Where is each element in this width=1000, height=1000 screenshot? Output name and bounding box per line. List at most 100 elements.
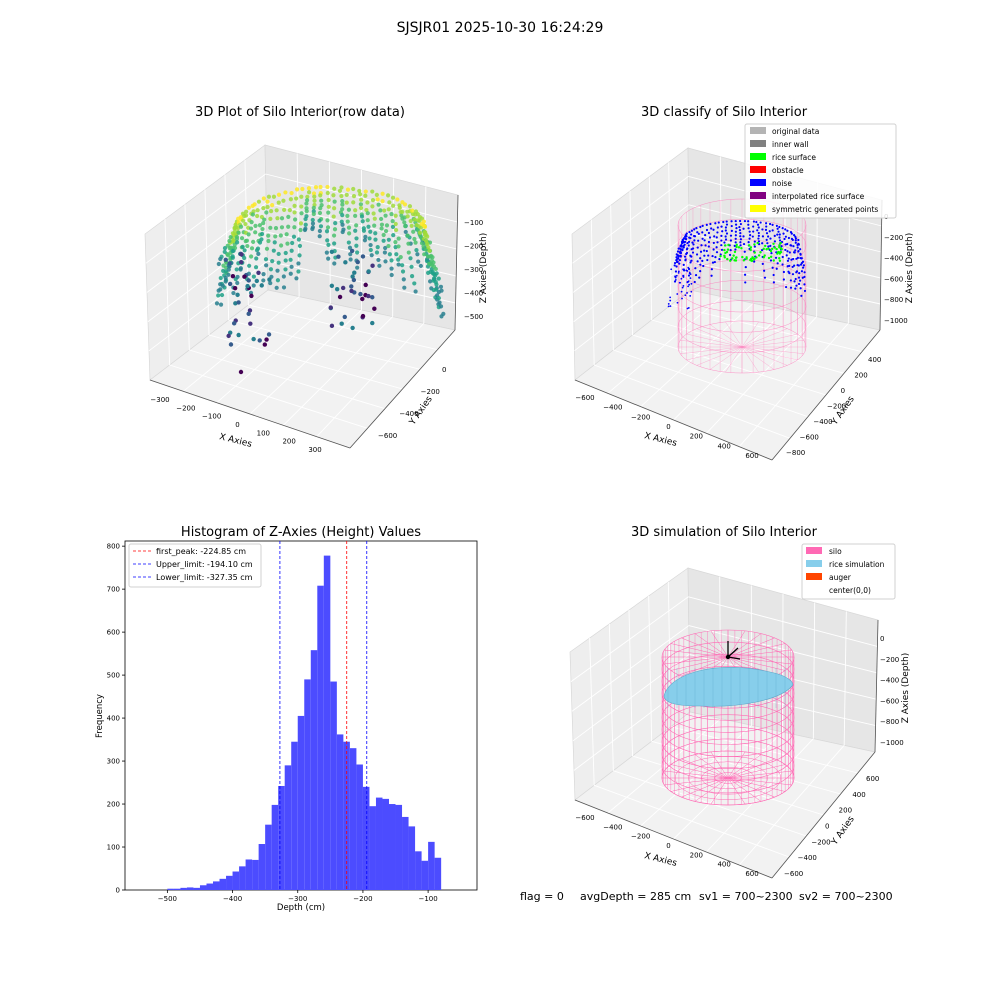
raw-data-point — [244, 238, 250, 243]
raw-data-point — [251, 283, 256, 288]
raw-data-point — [246, 205, 251, 210]
raw-data-point — [216, 293, 221, 298]
noise-point — [682, 276, 685, 278]
raw-data-point — [300, 186, 305, 192]
raw-data-point — [351, 194, 357, 199]
noise-point — [724, 235, 727, 238]
raw-data-point — [289, 264, 294, 269]
noise-point — [685, 235, 688, 238]
silo-top-spoke — [727, 643, 786, 658]
status-sv2: sv2 = 700~2300 — [799, 890, 893, 903]
y-tick-label: 500 — [107, 672, 120, 680]
raw-data-point — [235, 240, 240, 245]
simulation-z-tick-label: −600 — [880, 697, 899, 705]
raw-data-point — [436, 296, 441, 301]
raw-data-point — [297, 243, 303, 249]
raw-data-point — [421, 219, 426, 224]
raw-data-point — [363, 193, 368, 198]
noise-point — [679, 281, 682, 284]
noise-point — [717, 221, 720, 224]
noise-point — [787, 236, 791, 240]
histogram-bar — [428, 841, 435, 890]
raw-plot-x-ticks: −300 −200 −100 0 100 200 300 — [150, 396, 321, 454]
noise-point — [710, 227, 713, 230]
noise-point — [707, 231, 711, 235]
grid-line — [812, 602, 816, 739]
raw-data-point — [289, 190, 294, 196]
rice-surface-point — [741, 255, 744, 259]
raw-data-point — [318, 205, 323, 211]
noise-point — [704, 244, 707, 247]
simulation-z-tick-label: 0 — [880, 635, 884, 643]
noise-point — [710, 274, 713, 277]
noise-point — [669, 299, 672, 302]
raw-data-point — [268, 280, 273, 286]
noise-point — [802, 264, 805, 267]
noise-point — [682, 246, 685, 249]
silo-top-spoke — [670, 643, 729, 658]
noise-point — [703, 249, 706, 252]
noise-point — [701, 224, 704, 227]
noise-point — [682, 263, 685, 267]
grid-line — [216, 302, 331, 404]
legend-swatch — [750, 153, 766, 160]
noise-point — [680, 277, 683, 280]
noise-point — [771, 266, 774, 269]
raw-data-point — [317, 210, 323, 216]
noise-point — [734, 234, 737, 237]
noise-point — [683, 268, 685, 271]
histogram-bar — [265, 824, 272, 890]
histogram-bar — [173, 888, 181, 890]
raw-data-point — [242, 255, 247, 261]
raw-data-point — [380, 191, 385, 196]
noise-point — [753, 240, 756, 243]
raw-data-point — [347, 245, 353, 250]
noise-point — [776, 227, 779, 230]
silo-top-spoke — [670, 656, 729, 671]
legend-entry: symmetric generated points — [772, 205, 878, 214]
simulation-y-tick-label: −600 — [784, 870, 803, 878]
raw-data-point — [346, 240, 351, 245]
classify-3d-plot: 3D classify of Silo Interior −600 −400 −20… — [571, 105, 915, 461]
raw-data-point — [350, 325, 355, 331]
raw-data-point — [421, 244, 426, 249]
raw-data-point — [329, 249, 335, 255]
raw-data-point — [306, 186, 312, 191]
raw-data-point — [332, 241, 337, 246]
raw-data-point — [376, 202, 381, 207]
simulation-x-tick-label: −600 — [575, 814, 594, 822]
y-tick-label: 400 — [107, 715, 120, 723]
raw-data-point — [352, 270, 357, 275]
noise-point — [801, 276, 804, 279]
silo-floor-spoke — [727, 770, 792, 779]
raw-data-point — [230, 249, 235, 254]
grid-line — [628, 609, 633, 757]
raw-data-point — [226, 333, 231, 339]
silo-floor-spoke — [709, 324, 743, 348]
raw-data-point — [304, 201, 309, 206]
histogram-bar — [226, 875, 233, 890]
noise-point — [770, 252, 773, 255]
noise-point — [712, 241, 715, 245]
noise-point — [798, 271, 801, 275]
raw-data-point — [355, 265, 360, 270]
histogram-bar — [213, 881, 220, 890]
raw-data-point — [349, 248, 355, 254]
noise-point — [757, 240, 761, 243]
grid-line — [249, 309, 362, 415]
noise-point — [714, 256, 717, 259]
raw-data-point — [268, 225, 273, 230]
raw-data-point — [243, 221, 248, 227]
noise-point — [778, 233, 781, 236]
raw-data-point — [281, 285, 287, 290]
raw-data-point — [275, 268, 280, 273]
noise-point — [767, 235, 770, 238]
silo-floor-spoke — [725, 321, 743, 348]
raw-z-tick-label: −400 — [464, 290, 483, 298]
histogram-bar — [434, 857, 442, 890]
noise-point — [674, 270, 678, 273]
raw-data-point — [349, 288, 354, 294]
simulation-x-tick-label: −200 — [631, 833, 650, 841]
raw-data-point — [261, 196, 266, 201]
simulation-plot-xlabel: X Axies — [643, 851, 678, 869]
